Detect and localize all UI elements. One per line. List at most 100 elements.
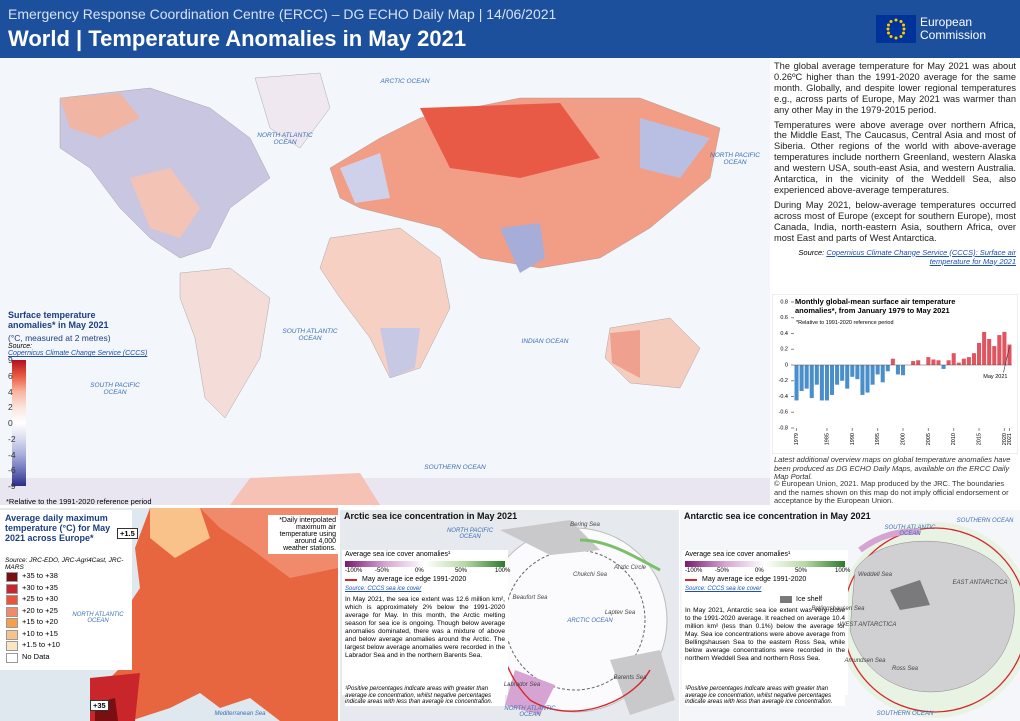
class-swatch [6,583,18,594]
scale-tick-label: -9 [8,481,16,491]
bar [997,335,1002,365]
y-tick-label: 0.4 [780,331,788,337]
text-column: The global average temperature for May 2… [774,61,1016,266]
bar [850,365,855,377]
bar [911,361,916,365]
shelf-swatch [780,596,792,603]
ocean-label: SOUTH ATLANTIC OCEAN [282,328,338,342]
legend-source[interactable]: Copernicus Climate Change Service (CCCS) [8,350,148,357]
scale-tick-label: -2 [8,433,16,444]
agency: Emergency Response Coordination Centre (… [8,6,557,22]
ice-tick-label: 0% [415,568,424,574]
ice-tick-label: -100% [685,568,703,574]
bar [961,358,966,365]
annotation: May 2021 [983,374,1007,380]
paragraph: During May 2021, below-average temperatu… [774,199,1016,243]
scale-tick-label: -6 [8,465,16,476]
class-label: +35 to +38 [22,571,58,580]
map-label: NORTH ATLANTIC OCEAN [504,706,556,718]
ice-tick-label: 50% [455,568,468,574]
bar [931,359,936,365]
class-label: +15 to +20 [22,617,58,626]
europe-title: Average daily maximum temperature (°C) f… [5,513,111,543]
map-label: Weddell Sea [858,572,892,578]
bar [966,357,971,365]
annotation-arrow [1003,346,1010,373]
bar [971,353,977,365]
scale-tick-label: -4 [8,449,16,460]
bar [829,365,835,395]
map-label: Arctic Circle [613,565,646,571]
ocean-label: ARCTIC OCEAN [380,78,430,85]
bar [951,353,956,365]
class-swatch [6,652,18,663]
edge-swatch [345,579,357,581]
bar [885,365,890,372]
class-label: +20 to +25 [22,605,58,615]
y-tick-label: 0.2 [780,347,788,353]
ice-tick-label: 100% [495,568,511,574]
ice-tick-label: 50% [795,568,808,574]
bar [987,339,992,365]
y-tick-label: -0.8 [779,425,788,431]
map-label: Labrador Sea [503,682,541,688]
arctic-box [342,550,508,695]
legend-title: Surface temperature anomalies* in May 20… [8,310,109,330]
y-tick-label: -0.4 [779,394,788,400]
source-label: Source: [798,247,825,257]
footnote: ¹Positive percentages indicate areas wit… [345,686,505,706]
bar [916,360,921,365]
source[interactable]: Source: CCCS sea ice cover [345,586,422,592]
ocean-label: SOUTH PACIFIC OCEAN [90,382,140,396]
class-swatch [6,572,18,582]
bar [824,365,829,401]
map-label: EAST ANTARCTICA [952,580,1008,586]
edge-label: May average ice edge 1991-2020 [362,576,467,583]
scale-tick-label: 2 [8,402,13,413]
map-label: WEST ANTARCTICA [839,622,897,628]
scale-tick-label: 4 [8,386,13,397]
bar [860,365,865,395]
scale-tick-label: 0 [8,418,13,428]
ocean-label: SOUTHERN OCEAN [424,464,486,471]
class-label: No Data [22,651,50,661]
bar [1002,331,1007,365]
bar [809,365,814,399]
map-label: Bering Sea [570,522,600,528]
class-swatch [6,606,18,617]
bar [1007,344,1012,365]
class-swatch [6,618,18,628]
source[interactable]: Source: CCCS sea ice cover [685,586,762,592]
bar [982,331,987,365]
source-link[interactable]: Copernicus Climate Change Service (CCCS)… [826,247,1016,266]
y-tick-label: -0.6 [779,410,788,416]
map-label: SOUTHERN OCEAN [876,711,934,717]
bar [890,358,895,365]
bar [926,357,931,365]
arctic-text: In May 2021, the sea ice extent was 12.6… [345,596,505,659]
bar [855,365,860,380]
class-label: +10 to +15 [22,628,58,638]
bar [814,365,819,385]
x-tick-label: 2015 [976,433,982,445]
map-label: Amundsen Sea [844,658,886,664]
y-tick-label: 0 [785,362,788,368]
bar [835,365,840,385]
y-tick-label: 0.6 [780,315,788,321]
bar [956,362,961,365]
map-label: SOUTHERN OCEAN [956,518,1014,524]
logo-text: European Commission [920,15,987,42]
bar [941,365,946,369]
class-swatch [6,641,18,651]
map-label: NORTH PACIFIC OCEAN [446,528,494,540]
antarctic-box [682,550,848,695]
bar [880,365,885,383]
ice-tick-label: 0% [755,568,764,574]
map-label: Chukchi Sea [572,572,608,578]
europe-source: Source: JRC-EDO, JRC-Agri4Cast, JRC-MARS [5,557,124,571]
x-tick-label: 2005 [926,433,932,445]
paragraph: Temperatures were above average over nor… [774,119,1016,195]
bar [819,365,824,401]
copyright: © European Union, 2021. Map produced by … [774,479,1009,506]
x-tick-label: 1985 [824,433,830,445]
